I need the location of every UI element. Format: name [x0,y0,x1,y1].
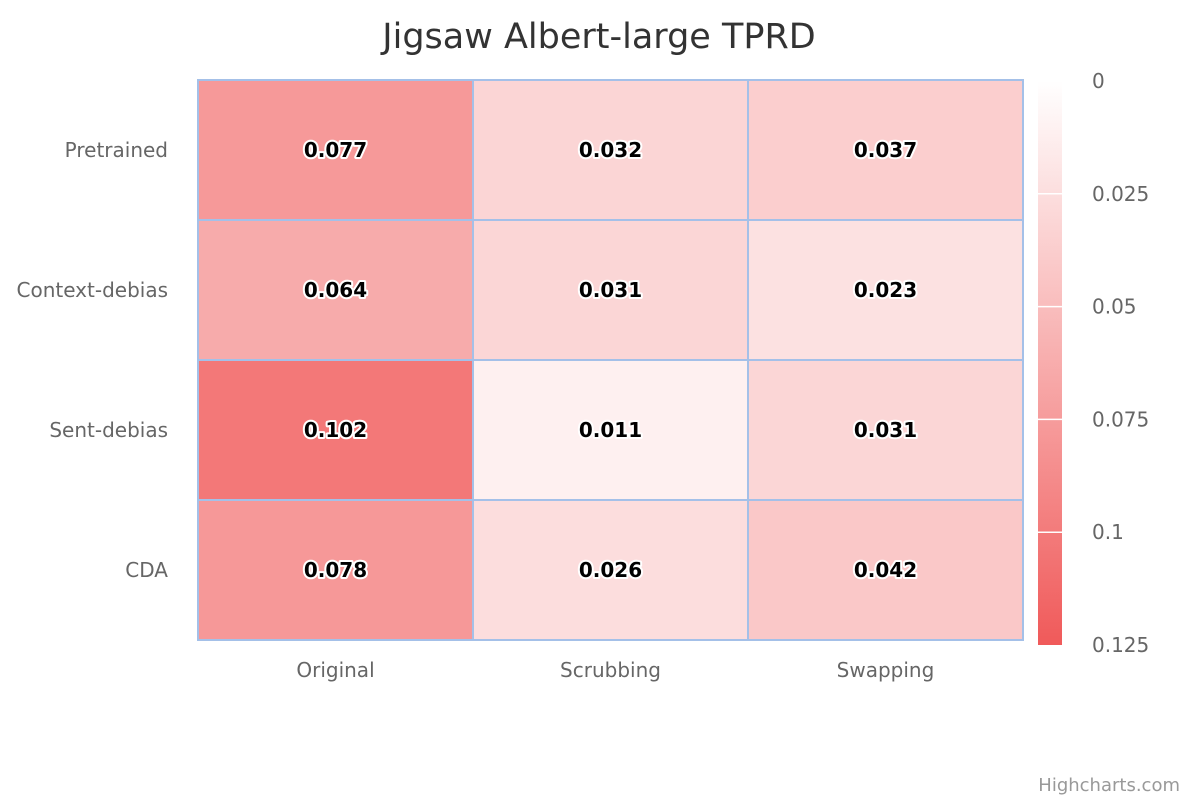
legend-tick-label: 0.05 [1092,295,1137,319]
cell-value-label: 0.031 [579,278,642,302]
heatmap-cell[interactable] [197,499,474,641]
cell-value-label: 0.011 [579,418,642,442]
y-tick-label: CDA [125,558,168,582]
cell-value-label: 0.032 [579,138,642,162]
legend-tick-label: 0 [1092,69,1105,93]
heatmap-cell[interactable] [472,219,749,361]
y-tick-label: Pretrained [65,138,168,162]
cell-value-label: 0.026 [579,558,642,582]
heatmap-cell[interactable] [747,79,1024,221]
x-tick-label: Swapping [837,658,935,682]
color-legend: 0 0.025 0.05 0.075 0.1 0.125 [1038,69,1149,657]
legend-tick-label: 0.125 [1092,633,1149,657]
cell-value-label: 0.102 [304,418,367,442]
y-axis: Pretrained Context-debias Sent-debias CDA [17,138,169,582]
legend-tick-label: 0.075 [1092,407,1149,431]
heatmap-cell[interactable] [747,499,1024,641]
cell-value-label: 0.023 [854,278,917,302]
cell-value-label: 0.077 [304,138,367,162]
legend-tick-label: 0.1 [1092,520,1124,544]
heatmap-cell[interactable] [472,79,749,221]
heatmap-cell[interactable] [747,219,1024,361]
y-tick-label: Context-debias [17,278,169,302]
cell-value-label: 0.064 [304,278,367,302]
x-axis: Original Scrubbing Swapping [296,658,934,682]
heatmap-cell[interactable] [472,359,749,501]
cell-value-label: 0.037 [854,138,917,162]
heatmap-cells: 0.077 0.032 0.037 0.064 0.031 0.023 0.102 0.011… [197,79,1024,641]
heatmap-cell[interactable] [197,219,474,361]
cell-value-label: 0.031 [854,418,917,442]
y-tick-label: Sent-debias [49,418,168,442]
cell-value-label: 0.078 [304,558,367,582]
cell-value-label: 0.042 [854,558,917,582]
chart-title: Jigsaw Albert-large TPRD [380,17,815,57]
credits-link[interactable]: Highcharts.com [1038,775,1180,796]
color-legend-bar [1038,81,1062,645]
x-tick-label: Scrubbing [560,658,661,682]
legend-tick-label: 0.025 [1092,182,1149,206]
x-tick-label: Original [296,658,374,682]
heatmap-cell[interactable] [197,79,474,221]
